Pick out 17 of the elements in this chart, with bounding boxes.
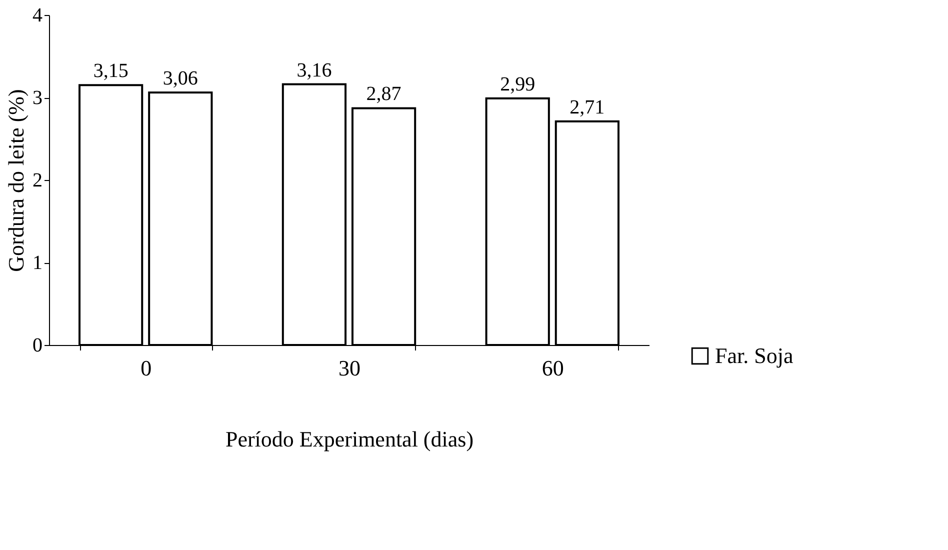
x-tick-label: 0 — [140, 356, 152, 380]
data-label: 3,06 — [162, 68, 198, 90]
x-axis-title: Período Experimental (dias) — [225, 426, 474, 452]
legend-label: Far. Soja — [715, 343, 794, 368]
y-tick-label: 2 — [32, 170, 42, 192]
data-label: 2,99 — [500, 73, 536, 96]
y-tick-label: 3 — [32, 87, 42, 109]
x-tick-label: 60 — [542, 356, 564, 380]
data-label: 2,87 — [366, 83, 402, 106]
y-tick-label: 1 — [32, 252, 42, 274]
y-tick-label: 0 — [32, 334, 42, 356]
y-tick-label: 4 — [32, 4, 42, 26]
x-tick-label: 30 — [338, 356, 360, 380]
data-label: 3,16 — [296, 59, 332, 82]
y-axis-title: Gordura do leite (%) — [4, 89, 28, 272]
data-label: 3,15 — [93, 60, 128, 82]
data-label: 2,71 — [570, 96, 605, 118]
